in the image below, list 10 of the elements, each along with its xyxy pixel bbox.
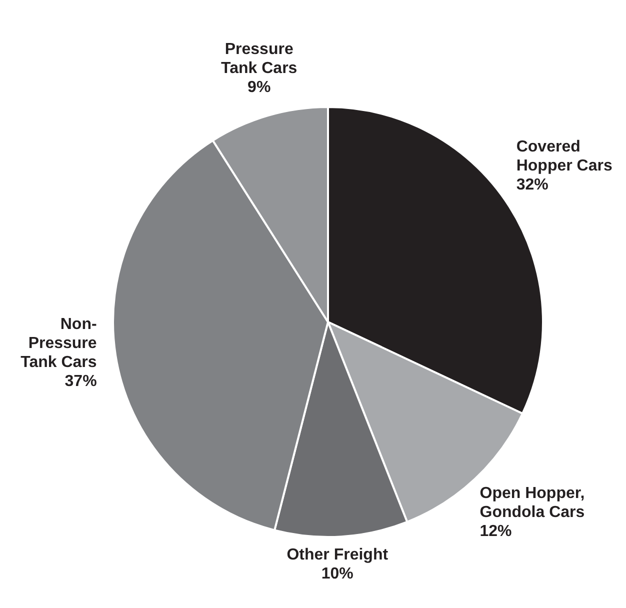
slice-label: Non- Pressure Tank Cars — [20, 316, 97, 371]
slice-label: Covered Hopper Cars — [516, 138, 612, 174]
data-label: 37% — [64, 372, 97, 390]
slice-label: Other Freight — [286, 546, 389, 564]
data-label: 12% — [480, 522, 512, 540]
slice-label: Pressure Tank Cars — [221, 41, 298, 78]
data-label: 10% — [321, 566, 354, 583]
slice-label: Open Hopper, Gondola Cars — [480, 484, 585, 521]
data-label: 9% — [248, 79, 271, 96]
data-label: 32% — [516, 176, 548, 194]
